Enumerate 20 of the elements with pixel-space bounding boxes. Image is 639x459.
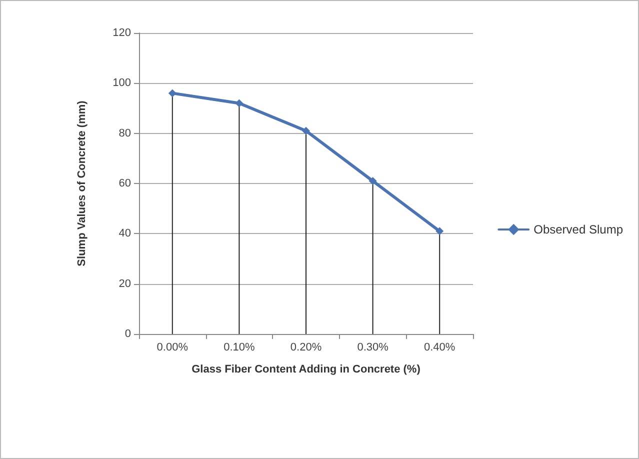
point bbox=[302, 126, 310, 135]
y-tick-label: 120 bbox=[112, 27, 131, 39]
y-tick-label: 0 bbox=[124, 328, 131, 340]
y-tick-label: 100 bbox=[112, 77, 131, 90]
x-tick-label: 0.20% bbox=[290, 342, 322, 354]
x-tick-label: 0.40% bbox=[424, 342, 456, 354]
point bbox=[368, 176, 377, 185]
y-tick-label: 20 bbox=[118, 278, 131, 290]
y-tick-label: 40 bbox=[118, 228, 131, 240]
point bbox=[436, 227, 444, 236]
x-tick-label: 0.10% bbox=[224, 342, 256, 354]
point bbox=[235, 99, 244, 108]
x-tick-label: 0.00% bbox=[156, 342, 188, 354]
legend-label: Observed Slump bbox=[534, 222, 624, 236]
point bbox=[168, 89, 176, 98]
y-tick-label: 60 bbox=[118, 178, 131, 190]
y-tick-label: 80 bbox=[118, 127, 131, 140]
y-axis-title: Slump Values of Concrete (mm) bbox=[76, 100, 88, 266]
x-axis-title: Glass Fiber Content Adding in Concrete (%) bbox=[192, 364, 421, 376]
x-tick-label: 0.30% bbox=[357, 342, 389, 354]
